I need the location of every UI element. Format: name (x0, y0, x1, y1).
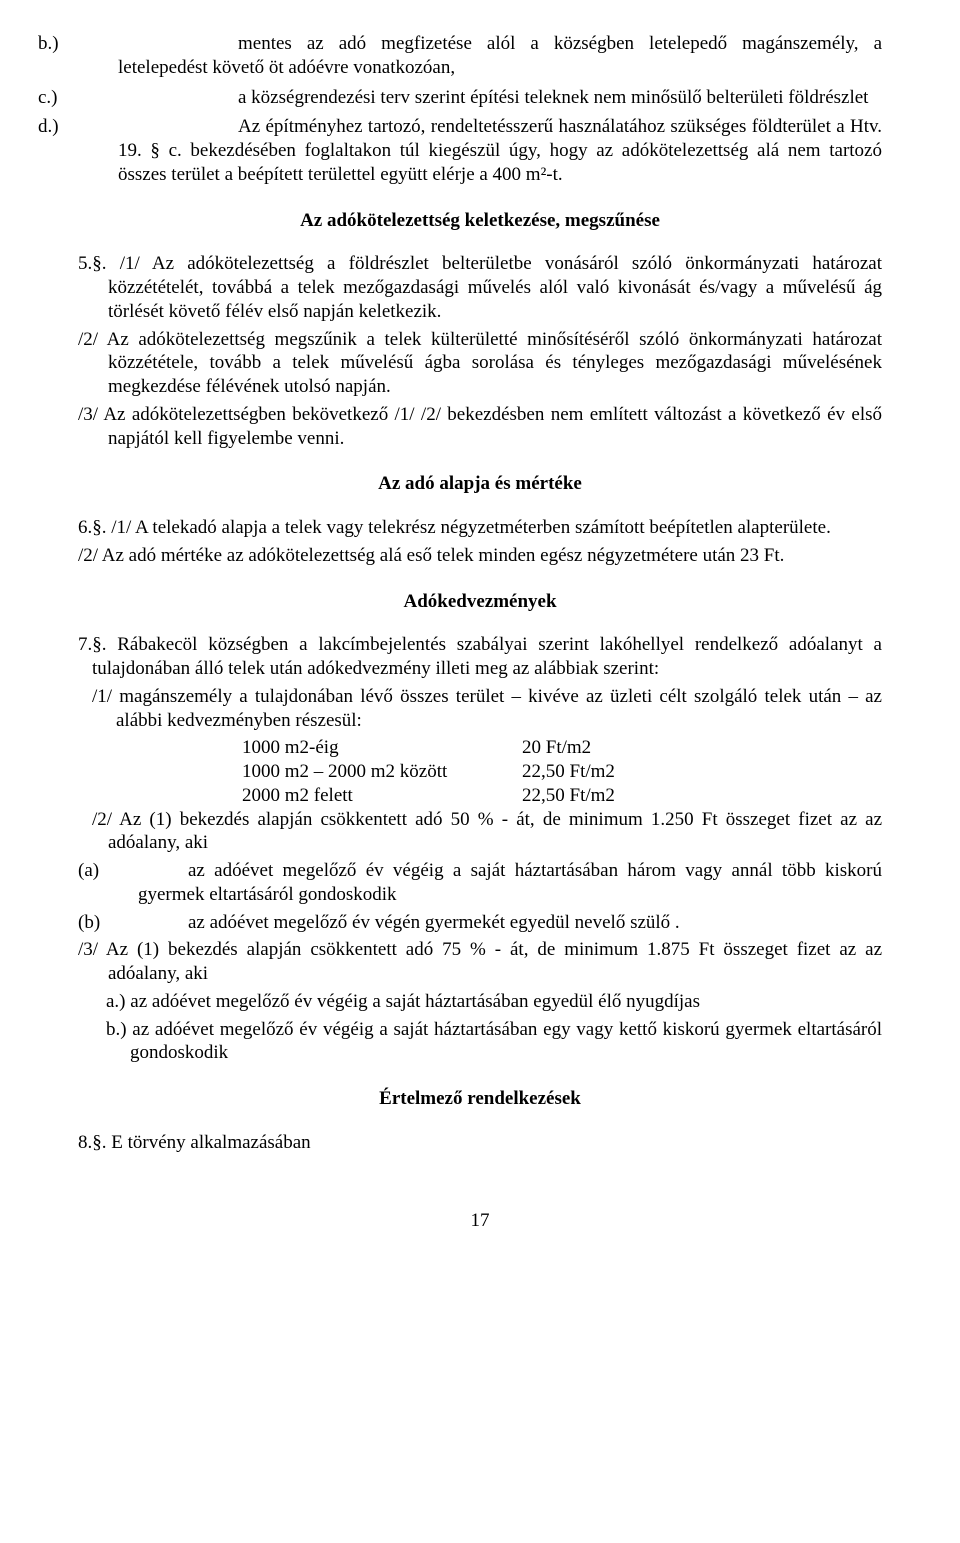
sec7-p2b-label: (b) (108, 911, 188, 935)
sec6-p2: /2/ Az adó mértéke az adókötelezettség a… (78, 544, 882, 568)
sec7-p2a-text: az adóévet megelőző év végéig a saját há… (138, 860, 882, 905)
rate-row-3: 2000 m2 felett 22,50 Ft/m2 (78, 784, 882, 808)
sec7-p3a: a.) az adóévet megelőző év végéig a sajá… (78, 990, 882, 1014)
section-7: 7.§. Rábakecöl községben a lakcímbejelen… (78, 633, 882, 1065)
rate-range-2: 1000 m2 – 2000 m2 között (242, 760, 522, 784)
item-text-c: a községrendezési terv szerint építési t… (238, 87, 868, 108)
rate-row-2: 1000 m2 – 2000 m2 között 22,50 Ft/m2 (78, 760, 882, 784)
sec7-p2a-label: (a) (108, 859, 188, 883)
rate-value-3: 22,50 Ft/m2 (522, 784, 722, 808)
sec7-p3: /3/ Az (1) bekezdés alapján csökkentett … (78, 938, 882, 986)
heading-keletkezes: Az adókötelezettség keletkezése, megszűn… (78, 209, 882, 233)
item-label-b: b.) (78, 32, 238, 56)
heading-alapja: Az adó alapja és mértéke (78, 472, 882, 496)
section-8: 8.§. E törvény alkalmazásában (78, 1131, 882, 1155)
rate-range-1: 1000 m2-éig (242, 736, 522, 760)
rate-value-2: 22,50 Ft/m2 (522, 760, 722, 784)
sec5-p3: /3/ Az adókötelezettségben bekövetkező /… (78, 403, 882, 451)
rate-value-1: 20 Ft/m2 (522, 736, 722, 760)
rate-range-3: 2000 m2 felett (242, 784, 522, 808)
heading-ertelmezo: Értelmező rendelkezések (78, 1087, 882, 1111)
sec7-p1: /1/ magánszemély a tulajdonában lévő öss… (78, 685, 882, 733)
item-label-c: c.) (78, 86, 238, 110)
section-6: 6.§. /1/ A telekadó alapja a telek vagy … (78, 516, 882, 568)
list-item-c: c.)a községrendezési terv szerint építés… (78, 86, 882, 110)
rate-row-1: 1000 m2-éig 20 Ft/m2 (78, 736, 882, 760)
sec7-p2a: (a)az adóévet megelőző év végéig a saját… (78, 859, 882, 907)
list-item-d: d.)Az építményhez tartozó, rendeltetéssz… (78, 115, 882, 186)
list-item-b: b.)mentes az adó megfizetése alól a közs… (78, 32, 882, 80)
sec5-p1: 5.§. /1/ Az adókötelezettség a földrészl… (78, 252, 882, 323)
sec7-intro: 7.§. Rábakecöl községben a lakcímbejelen… (78, 633, 882, 681)
sec6-p1: 6.§. /1/ A telekadó alapja a telek vagy … (78, 516, 882, 540)
sec7-p3b: b.) az adóévet megelőző év végéig a sajá… (78, 1018, 882, 1066)
item-label-d: d.) (78, 115, 238, 139)
page-number: 17 (78, 1209, 882, 1233)
section-5: 5.§. /1/ Az adókötelezettség a földrészl… (78, 252, 882, 450)
sec7-p2b: (b)az adóévet megelőző év végén gyermeké… (78, 911, 882, 935)
sec5-p2: /2/ Az adókötelezettség megszűnik a tele… (78, 328, 882, 399)
sec7-p2b-text: az adóévet megelőző év végén gyermekét e… (188, 912, 680, 933)
sec7-p2: /2/ Az (1) bekezdés alapján csökkentett … (78, 808, 882, 856)
heading-kedvezmenyek: Adókedvezmények (78, 590, 882, 614)
document-page: b.)mentes az adó megfizetése alól a közs… (0, 0, 960, 1272)
